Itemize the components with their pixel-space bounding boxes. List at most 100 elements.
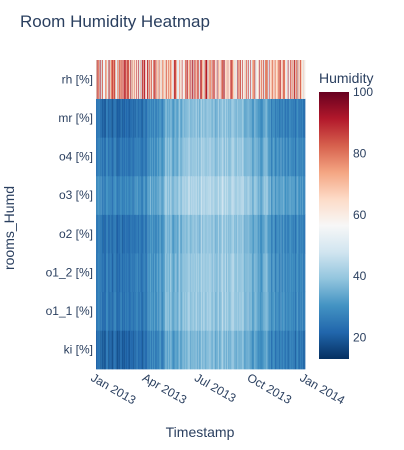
heatmap-cell [206, 214, 208, 254]
heatmap-cell [287, 60, 289, 99]
heatmap-cell [152, 330, 154, 370]
heatmap-cell [198, 291, 200, 331]
heatmap-cell [179, 291, 180, 331]
heatmap-cell [205, 98, 207, 138]
heatmap-cell [158, 214, 160, 254]
heatmap-cell [233, 330, 235, 370]
heatmap-cell [158, 98, 160, 138]
heatmap-cell [239, 214, 241, 254]
heatmap-cell [146, 98, 148, 138]
heatmap-cell [153, 291, 155, 331]
heatmap-cell [142, 137, 144, 177]
heatmap-cell [274, 175, 276, 215]
heatmap-cell [304, 137, 306, 177]
heatmap-cell [124, 98, 125, 138]
heatmap-cell [183, 214, 185, 254]
heatmap-cell [153, 214, 155, 254]
heatmap-cell [287, 175, 289, 215]
heatmap-cell [133, 253, 135, 293]
heatmap-cell [157, 175, 159, 215]
heatmap-cell [191, 60, 193, 99]
heatmap-cell [255, 98, 257, 138]
heatmap-cell [147, 60, 149, 99]
heatmap-cell [250, 330, 251, 370]
heatmap-cell [101, 175, 103, 215]
heatmap-cell [249, 330, 251, 370]
heatmap-cell [104, 330, 105, 370]
heatmap-cell [223, 137, 225, 177]
heatmap-cell [181, 60, 183, 99]
heatmap-cell [294, 175, 296, 215]
heatmap-cell [225, 137, 227, 177]
heatmap-cell [270, 253, 271, 293]
heatmap-cell [213, 60, 215, 99]
heatmap-cell [99, 60, 101, 99]
heatmap-cell [219, 60, 221, 99]
heatmap-cell [260, 214, 262, 254]
heatmap-cell [169, 291, 171, 331]
heatmap-cell [297, 137, 299, 177]
heatmap-cell [112, 253, 113, 293]
heatmap-cell [120, 214, 122, 254]
heatmap-cell [219, 98, 221, 138]
heatmap-cell [136, 98, 137, 138]
heatmap-cell [278, 330, 280, 370]
heatmap-cell [121, 253, 123, 293]
heatmap-cell [130, 330, 132, 370]
heatmap-cell [143, 253, 145, 293]
heatmap-cell [112, 98, 113, 138]
heatmap-cell [276, 291, 278, 331]
heatmap-cell [137, 253, 139, 293]
heatmap-cell [246, 98, 247, 138]
heatmap-cell [228, 175, 230, 215]
heatmap-cell [215, 330, 217, 370]
heatmap-cell [264, 253, 266, 293]
heatmap-cell [100, 330, 102, 370]
heatmap-cell [292, 291, 294, 331]
heatmap-cell [192, 253, 194, 293]
heatmap-cell [259, 98, 261, 138]
heatmap-cell [101, 253, 103, 293]
heatmap-cell [235, 253, 237, 293]
heatmap-cell [111, 137, 113, 177]
heatmap-cell [115, 291, 117, 331]
heatmap-cell [277, 175, 279, 215]
heatmap-cell [100, 137, 101, 177]
heatmap-cell [144, 175, 146, 215]
heatmap-cell [228, 98, 230, 138]
heatmap-cell [148, 98, 150, 138]
heatmap-cell [284, 60, 286, 99]
heatmap-cell [265, 253, 267, 293]
heatmap-cell [255, 330, 257, 370]
heatmap-cell [179, 330, 181, 370]
heatmap-cell [171, 253, 173, 293]
heatmap-cell [177, 60, 179, 99]
heatmap-cell [138, 175, 140, 215]
heatmap-cell [102, 330, 104, 370]
heatmap-cell [205, 175, 207, 215]
x-tick-label: Jan 2014 [298, 370, 348, 407]
heatmap-cell [106, 291, 108, 331]
heatmap-cell [250, 214, 251, 254]
heatmap-cell [196, 330, 198, 370]
heatmap-cell [145, 291, 147, 331]
heatmap-cell [145, 330, 147, 370]
heatmap-cell [178, 291, 180, 331]
heatmap-cell [216, 98, 218, 138]
heatmap-cell [169, 330, 171, 370]
heatmap-cell [154, 98, 156, 138]
heatmap-cell [186, 175, 188, 215]
heatmap-cell [201, 330, 203, 370]
heatmap-cell [220, 98, 222, 138]
heatmap-cell [120, 291, 122, 331]
heatmap-cell [157, 137, 159, 177]
heatmap-cell [126, 214, 128, 254]
heatmap-cell [136, 60, 138, 99]
heatmap-cell [232, 60, 234, 99]
heatmap-cell [298, 137, 300, 177]
heatmap-cell [134, 137, 136, 177]
heatmap-cell [282, 137, 284, 177]
heatmap-cell [276, 175, 278, 215]
heatmap-cell [178, 175, 180, 215]
heatmap-cell [160, 330, 162, 370]
